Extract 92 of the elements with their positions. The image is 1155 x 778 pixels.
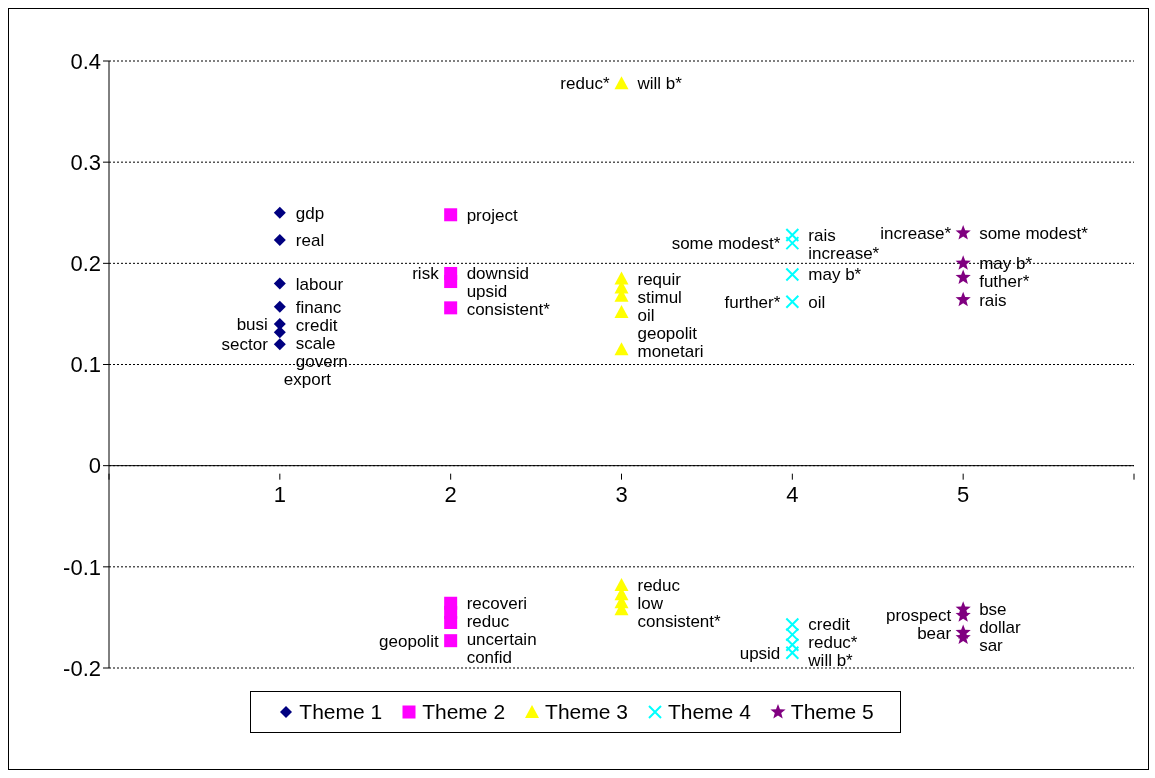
x-tick-label: 1 [273, 481, 286, 507]
annotation: gdp [295, 203, 325, 223]
annotation: will b* [807, 651, 854, 671]
y-tick-label: 0.3 [70, 149, 101, 175]
annotation: project [466, 205, 518, 225]
annotation: futher* [979, 272, 1030, 292]
point [785, 294, 800, 309]
annotation: monetari [637, 341, 704, 361]
annotation: reduc* [560, 74, 610, 94]
annotation: requir [637, 269, 682, 289]
annotation: geopolit [637, 323, 698, 343]
annotation: sector [221, 335, 269, 355]
point [785, 267, 800, 282]
legend-label: Theme 1 [299, 700, 383, 724]
annotation: some modest* [979, 223, 1089, 243]
annotation: labour [295, 274, 344, 294]
annotation: confid [466, 648, 513, 668]
legend-label: Theme 3 [545, 700, 628, 724]
annotation: credit [808, 615, 851, 635]
annotation: risk [412, 264, 440, 284]
annotation: scale [295, 333, 336, 353]
x-tick-label: 3 [615, 481, 628, 507]
annotation: uncertain [466, 630, 537, 650]
annotation: prospect [885, 606, 952, 626]
annotation: consistent* [637, 612, 722, 632]
point [614, 304, 629, 318]
annotation: reduc [466, 612, 510, 632]
x-tick-label: 5 [957, 481, 970, 507]
point [614, 76, 629, 90]
point [444, 634, 458, 648]
annotation: upsid [739, 643, 781, 663]
annotation: dollar [979, 618, 1022, 638]
annotation: export [283, 369, 332, 389]
annotation: rais [808, 226, 836, 246]
point [785, 637, 800, 652]
annotation: low [637, 594, 664, 614]
annotation: bear [917, 624, 952, 644]
annotation: real [295, 231, 325, 251]
point [785, 627, 800, 642]
point [444, 208, 458, 222]
annotation: recoveri [466, 594, 528, 614]
legend-label: Theme 2 [422, 700, 506, 724]
point [614, 342, 629, 356]
point [273, 234, 286, 247]
annotation: some modest* [671, 234, 781, 254]
annotation: reduc* [808, 633, 858, 653]
y-tick-label: 0.2 [70, 251, 101, 277]
annotation: increase* [880, 223, 952, 243]
y-tick-label: -0.1 [63, 554, 101, 580]
point [444, 615, 458, 629]
y-tick-label: 0 [88, 453, 101, 479]
legend-label: Theme 5 [790, 700, 874, 724]
annotation: credit [295, 315, 338, 335]
y-tick-label: 0.1 [70, 352, 101, 378]
point [955, 269, 971, 284]
annotation: may b* [808, 265, 862, 285]
point [444, 301, 458, 315]
annotation: stimul [637, 287, 682, 307]
point [444, 275, 458, 289]
annotation: will b* [636, 74, 683, 94]
legend-label: Theme 4 [667, 700, 751, 724]
annotation: oil [808, 292, 826, 312]
point [785, 617, 800, 632]
point [273, 277, 286, 290]
annotation: financ [295, 297, 342, 317]
point [785, 645, 800, 660]
annotation: bse [979, 600, 1007, 620]
annotation: consistent* [466, 300, 551, 320]
point [273, 206, 286, 219]
point [273, 338, 286, 351]
point [614, 578, 629, 592]
annotation: rais [979, 290, 1007, 310]
annotation: sar [979, 636, 1004, 656]
x-tick-label: 4 [786, 481, 799, 507]
annotation: upsid [466, 282, 508, 302]
annotation: oil [637, 305, 655, 325]
y-tick-label: 0.4 [70, 48, 101, 74]
annotation: busi [236, 315, 268, 335]
annotation: may b* [979, 254, 1033, 274]
annotation: further* [724, 292, 781, 312]
point [955, 291, 971, 307]
x-tick-label: 2 [444, 481, 457, 507]
point [955, 255, 971, 270]
annotation: downsid [466, 264, 530, 284]
annotation: geopolit [379, 631, 439, 651]
y-tick-label: -0.2 [63, 655, 101, 681]
annotation: increase* [808, 244, 880, 264]
point [785, 228, 800, 243]
annotation: reduc [637, 576, 681, 596]
point [273, 300, 286, 313]
point [785, 236, 800, 251]
point [955, 224, 971, 240]
